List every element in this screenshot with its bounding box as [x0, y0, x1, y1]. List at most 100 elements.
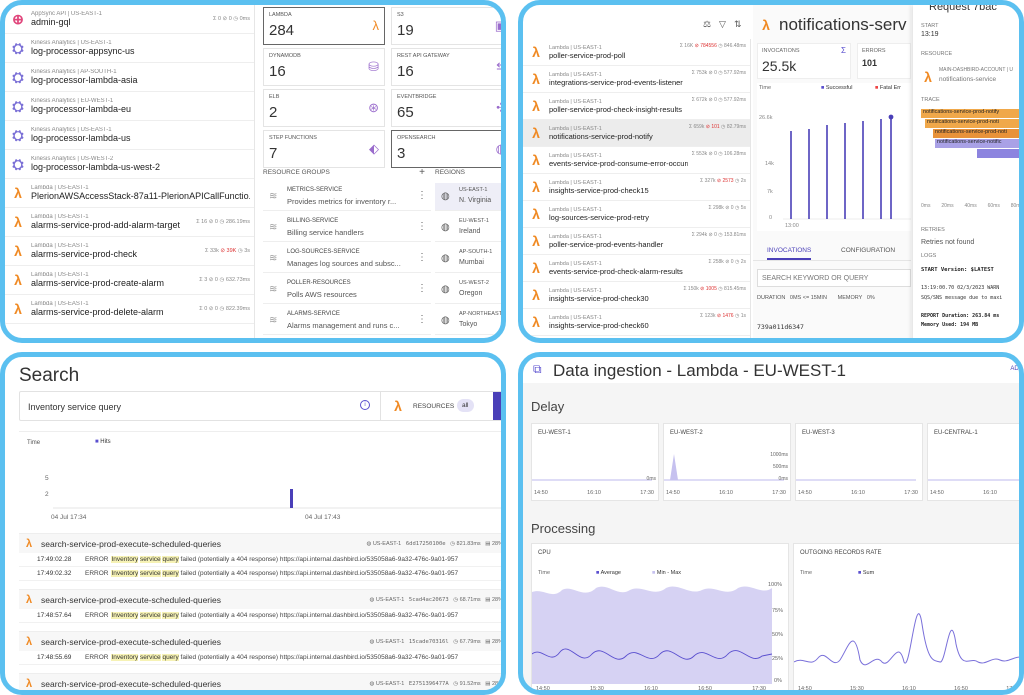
region-item[interactable]: ◍ US-EAST-1 N. Virginia — [435, 183, 501, 211]
more-options-icon[interactable]: ⋮ — [417, 283, 427, 294]
trace-bar[interactable]: notifications-service-prod-noti — [925, 119, 1019, 128]
region-item[interactable]: ◍ EU-WEST-1 Ireland — [435, 214, 501, 242]
chart-time-label: Time — [27, 440, 41, 446]
retries-label: RETRIES — [921, 227, 945, 233]
sort-icon[interactable]: ⇅ — [734, 19, 742, 29]
result-group-header[interactable]: λ search-service-prod-execute-scheduled-q… — [19, 533, 503, 553]
lambda-list-item[interactable]: λ Lambda | US-EAST-1 poller-service-prod-p… — [523, 39, 750, 66]
function-name: events-service-prod-consume-error-occurr… — [549, 158, 688, 168]
resource-list-item[interactable]: ⛭ Kinesis Analytics | US-WEST-2 log-proces… — [5, 150, 254, 179]
lambda-list-item[interactable]: λ Lambda | US-EAST-1 log-sources-service-p… — [523, 201, 750, 228]
trace-bar[interactable]: notifications-service-notific — [935, 139, 1019, 148]
result-group-header[interactable]: λ search-service-prod-execute-scheduled-q… — [19, 631, 501, 651]
lambda-icon: λ — [14, 185, 22, 201]
resource-list-item[interactable]: ⛭ Kinesis Analytics | EU-WEST-1 log-proces… — [5, 92, 254, 121]
info-icon[interactable]: i — [360, 400, 370, 410]
service-card-lambda[interactable]: LAMBDA 284 λ — [263, 7, 385, 45]
resource-list-item[interactable]: λ Lambda | US-EAST-1 alarms-service-prod-c… — [5, 266, 254, 295]
resources-value[interactable]: all — [457, 399, 474, 412]
data-ingestion-panel: ⧉ Data ingestion - Lambda - EU-WEST-1 AD… — [518, 352, 1024, 695]
cpu-x-axis: 14:50 15:30 16:10 16:50 17:30 — [536, 686, 766, 692]
service-card-eventbridge[interactable]: EVENTBRIDGE 65 ✣ — [391, 89, 501, 127]
resource-list-item[interactable]: λ Lambda | US-EAST-1 alarms-service-prod-d… — [5, 295, 254, 324]
region-item[interactable]: ◍ AP-SOUTH-1 Mumbai — [435, 245, 501, 273]
chart-toggle-icon[interactable]: ⚖ — [703, 19, 712, 29]
lambda-list-item[interactable]: λ Lambda | US-EAST-1 events-service-prod-c… — [523, 255, 750, 282]
more-options-icon[interactable]: ⋮ — [417, 190, 427, 201]
more-options-icon[interactable]: ⋮ — [417, 314, 427, 325]
service-card-elb[interactable]: ELB 2 ⊛ — [263, 89, 385, 127]
region-item[interactable]: ◍ US-WEST-2 Oregon — [435, 276, 501, 304]
function-meta: Lambda | US-EAST-1 — [549, 287, 602, 294]
resources-filter[interactable]: λ RESOURCES all — [380, 392, 492, 420]
lambda-list-item[interactable]: λ Lambda | US-EAST-1 notifications-service… — [523, 120, 750, 147]
resource-group-item[interactable]: ≋ LOG-SOURCES-SERVICE Manages log sources … — [263, 245, 431, 273]
resource-name[interactable]: notifications-service — [939, 76, 997, 83]
tab-invocations[interactable]: INVOCATIONS — [767, 247, 812, 260]
lambda-list-item[interactable]: λ Lambda | US-EAST-1 insights-service-prod… — [523, 282, 750, 309]
y-tick: 14k — [765, 161, 774, 167]
result-meta: ◍ US-EAST-1 6dd17250100e ◷ 821.83ms ▤ 28… — [366, 540, 503, 547]
card-label: EVENTBRIDGE — [397, 94, 437, 100]
search-submit-button[interactable] — [493, 392, 501, 420]
detail-title: notifications-serv — [779, 15, 907, 34]
function-stats: Σ 123k ⊘ 1476 ◷ 1s — [700, 313, 746, 319]
card-value: 2 — [269, 104, 278, 121]
service-card-step-functions[interactable]: STEP FUNCTIONS 7 ⬖ — [263, 130, 385, 168]
log-row[interactable]: 17:48:57.64 ERROR Inventory service query … — [19, 609, 501, 623]
lambda-list-item[interactable]: λ Lambda | US-EAST-1 integrations-service-… — [523, 66, 750, 93]
filter-icon[interactable]: ▽ — [719, 19, 726, 29]
duration-filter[interactable]: DURATION 0MS <= 15MIN MEMORY 0% — [757, 295, 875, 301]
resource-list-item[interactable]: λ Lambda | US-EAST-1 PlerionAWSAccessStack… — [5, 179, 254, 208]
result-group-header[interactable]: λ search-service-prod-execute-scheduled-q… — [19, 589, 501, 609]
card-label: LAMBDA — [269, 12, 292, 18]
log-row[interactable]: 17:48:55.69 ERROR Inventory service query … — [19, 651, 501, 665]
service-card-rest-api-gateway[interactable]: REST API GATEWAY 16 ⇆ — [391, 48, 501, 86]
search-input[interactable]: Inventory service query — [28, 402, 122, 412]
function-meta: Lambda | US-EAST-1 — [549, 44, 602, 51]
request-id[interactable]: 739a011d6347 — [757, 323, 804, 331]
resource-group-item[interactable]: ≋ BILLING-SERVICE Billing service handlers… — [263, 214, 431, 242]
resource-group-item[interactable]: ≋ ALARMS-SERVICE Alarms management and run… — [263, 307, 431, 335]
resource-group-item[interactable]: ≋ POLLER-RESOURCES Polls AWS resources ⋮ — [263, 276, 431, 304]
log-row[interactable]: 17:49:02.32 ERROR Inventory service query … — [19, 567, 501, 581]
more-options-icon[interactable]: ⋮ — [417, 252, 427, 263]
search-keyword-input[interactable]: SEARCH KEYWORD OR QUERY — [757, 269, 911, 287]
stack-icon: ≋ — [269, 253, 278, 264]
resource-meta: Lambda | US-EAST-1 — [31, 272, 89, 278]
result-group-header[interactable]: λ search-service-prod-execute-scheduled-q… — [19, 673, 501, 690]
card-value: 16 — [397, 63, 414, 80]
trace-bar[interactable] — [977, 149, 1019, 158]
resource-list-item[interactable]: ⊕ AppSync API | US-EAST-1 admin-gql Σ 0 ⊘ 0… — [5, 5, 254, 34]
card-value: 16 — [269, 63, 286, 80]
service-card-s3[interactable]: S3 19 ▣ — [391, 7, 501, 45]
trace-bar[interactable]: notifications-service-prod-noti — [933, 129, 1019, 138]
resource-list-item[interactable]: λ Lambda | US-EAST-1 alarms-service-prod-c… — [5, 237, 254, 266]
lambda-list-item[interactable]: λ Lambda | US-EAST-1 poller-service-prod-e… — [523, 228, 750, 255]
lambda-list-item[interactable]: λ Lambda | US-EAST-1 insights-service-prod… — [523, 174, 750, 201]
resource-name: log-processor-appsync-us — [31, 46, 135, 56]
service-card-opensearch[interactable]: OPENSEARCH 3 ◍ — [391, 130, 501, 168]
service-card-dynamodb[interactable]: DYNAMODB 16 ⛁ — [263, 48, 385, 86]
resource-list-item[interactable]: ⛭ Kinesis Analytics | US-EAST-1 log-proces… — [5, 34, 254, 63]
resource-list-item[interactable]: λ Lambda | US-EAST-1 alarms-service-prod-a… — [5, 208, 254, 237]
x-tick: 04 Jul 17:34 — [51, 514, 87, 521]
tab-configuration[interactable]: CONFIGURATION — [841, 247, 896, 254]
hits-bars — [53, 489, 501, 509]
y-tick: 100% — [768, 582, 783, 588]
function-stats: Σ 258k ⊘ 0 ◷ 2s — [708, 259, 746, 265]
resource-list-item[interactable]: ⛭ Kinesis Analytics | AP-SOUTH-1 log-proce… — [5, 63, 254, 92]
trace-bar[interactable]: notifications-service-prod-notify — [921, 109, 1019, 118]
resource-group-item[interactable]: ≋ METRICS-SERVICE Provides metrics for inv… — [263, 183, 431, 211]
add-group-icon[interactable]: + — [419, 167, 425, 178]
more-options-icon[interactable]: ⋮ — [417, 221, 427, 232]
cpu-chart: CPU Time ■ Average ■ Min - Max 100% 75% … — [531, 543, 789, 692]
region-item[interactable]: ◍ AP-NORTHEAST Tokyo — [435, 307, 501, 335]
lambda-list-item[interactable]: λ Lambda | US-EAST-1 poller-service-prod-c… — [523, 93, 750, 120]
add-button[interactable]: ADD — [1010, 366, 1023, 372]
resource-list-item[interactable]: ⛭ Kinesis Analytics | US-EAST-1 log-proces… — [5, 121, 254, 150]
lambda-list-item[interactable]: λ Lambda | US-EAST-1 events-service-prod-c… — [523, 147, 750, 174]
log-row[interactable]: 17:49:02.28 ERROR Inventory service query … — [19, 553, 501, 567]
lambda-icon: λ — [25, 677, 33, 690]
lambda-list-item[interactable]: λ Lambda | US-EAST-1 insights-service-prod… — [523, 309, 750, 336]
